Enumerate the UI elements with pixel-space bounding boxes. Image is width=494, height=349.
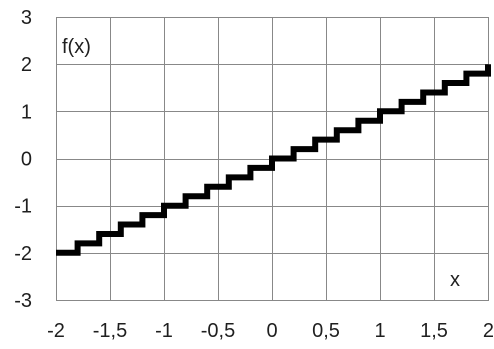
series-layer [56,64,491,256]
x-tick-label-4: 0 [266,320,277,342]
y-axis-label-background [60,28,108,60]
series-line-0 [56,64,491,256]
y-tick-label-1: -2 [14,243,32,265]
y-tick-labels: -3 -2 -1 0 1 2 3 [14,7,32,312]
y-tick-label-2: -1 [14,196,32,218]
x-tick-label-6: 1 [374,320,385,342]
y-tick-label-4: 1 [21,101,32,123]
x-tick-label-0: -2 [47,320,65,342]
plot-area-border [56,17,489,301]
x-axis-label: x [450,269,460,291]
x-tick-labels: -2 -1,5 -1 -0,5 0 0,5 1 1,5 2 [47,320,494,342]
x-axis-label-background [444,262,470,292]
y-tick-label-5: 2 [21,54,32,76]
x-tick-label-8: 2 [483,320,494,342]
x-tick-label-1: -1,5 [93,320,127,342]
y-tick-label-0: -3 [14,290,32,312]
y-axis-label: f(x) [62,36,91,58]
x-tick-label-7: 1,5 [420,320,448,342]
axis-labels: f(x) x [60,28,470,292]
y-tick-label-3: 0 [21,149,32,171]
x-tick-label-3: -0,5 [201,320,235,342]
y-tick-label-6: 3 [21,7,32,29]
x-tick-label-5: 0,5 [312,320,340,342]
x-tick-label-2: -1 [155,320,173,342]
